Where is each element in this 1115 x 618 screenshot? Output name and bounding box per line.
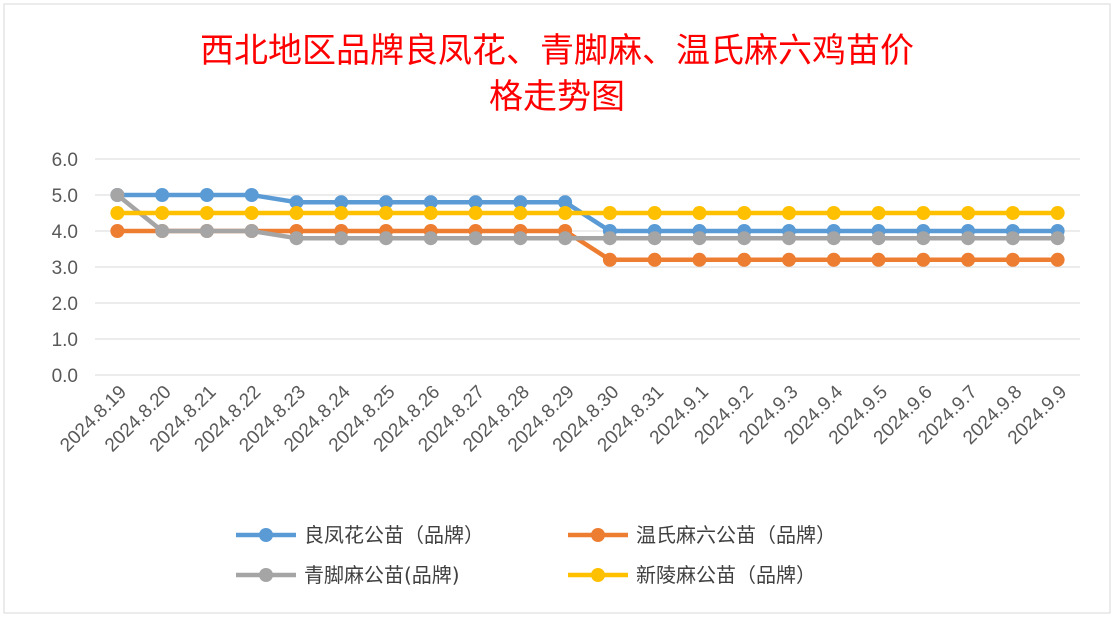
data-point <box>916 231 931 246</box>
legend-label: 新陵麻公苗（品牌） <box>636 563 816 587</box>
legend-item: 良凤花公苗（品牌） <box>236 523 484 547</box>
series-line <box>115 193 1058 241</box>
data-point <box>737 252 752 267</box>
legend-marker <box>591 528 605 542</box>
data-point <box>871 231 886 246</box>
data-point <box>1050 231 1065 246</box>
data-point <box>199 188 214 202</box>
data-point <box>244 206 259 220</box>
legend: 良凤花公苗（品牌） 温氏麻六公苗（品牌） 青脚麻公苗(品牌) 新陵麻公苗（品牌） <box>236 523 836 587</box>
data-point <box>423 231 438 246</box>
data-point <box>558 195 573 210</box>
series-4 <box>110 206 1065 220</box>
data-point <box>199 224 214 238</box>
data-point <box>826 231 841 246</box>
legend-item: 青脚麻公苗(品牌) <box>236 563 460 587</box>
y-axis-ticks: 0.0 1.0 2.0 3.0 4.0 5.0 6.0 <box>52 150 78 387</box>
series-line <box>117 228 1058 263</box>
data-point <box>558 206 573 220</box>
data-point <box>826 252 841 267</box>
legend-item: 新陵麻公苗（品牌） <box>568 563 816 587</box>
data-point <box>826 206 841 220</box>
y-tick-label: 1.0 <box>52 330 78 351</box>
data-point <box>468 206 483 220</box>
chart-title-line2: 格走势图 <box>489 77 625 117</box>
data-point <box>513 231 528 246</box>
data-point <box>110 224 125 238</box>
legend-label: 青脚麻公苗(品牌) <box>304 563 460 587</box>
y-tick-label: 0.0 <box>52 366 78 387</box>
data-point <box>692 252 707 267</box>
data-point <box>155 206 170 220</box>
y-tick-label: 6.0 <box>52 150 78 171</box>
data-point <box>558 231 573 246</box>
data-point <box>334 206 349 220</box>
data-point <box>916 252 931 267</box>
data-point <box>602 231 617 246</box>
y-tick-label: 5.0 <box>52 186 78 207</box>
data-point <box>602 206 617 220</box>
data-point <box>379 231 394 246</box>
data-point <box>647 206 662 220</box>
data-point <box>289 231 304 246</box>
legend-marker <box>259 568 273 582</box>
data-point <box>737 206 752 220</box>
series-group <box>110 188 1065 267</box>
data-point <box>692 231 707 246</box>
data-point <box>961 231 976 246</box>
data-point <box>692 206 707 220</box>
legend-label: 良凤花公苗（品牌） <box>304 523 484 547</box>
data-point <box>961 252 976 267</box>
chart-title-line1: 西北地区品牌良凤花、青脚麻、温氏麻六鸡苗价 <box>200 31 914 71</box>
data-point <box>468 195 483 210</box>
data-point <box>110 188 125 202</box>
y-tick-label: 4.0 <box>52 222 78 243</box>
data-point <box>110 206 125 220</box>
data-point <box>513 195 528 210</box>
data-point <box>647 252 662 267</box>
data-point <box>1050 252 1065 267</box>
legend-marker <box>591 568 605 582</box>
data-point <box>916 206 931 220</box>
data-point <box>871 206 886 220</box>
data-point <box>781 231 796 246</box>
data-point <box>1005 231 1020 246</box>
data-point <box>1005 206 1020 220</box>
data-point <box>199 206 214 220</box>
data-point <box>244 224 259 238</box>
data-point <box>602 252 617 267</box>
legend-marker <box>259 528 273 542</box>
data-point <box>244 188 259 202</box>
data-point <box>379 195 394 210</box>
series-3 <box>110 188 1065 246</box>
data-point <box>647 231 662 246</box>
data-point <box>423 206 438 220</box>
legend-item: 温氏麻六公苗（品牌） <box>568 523 836 547</box>
data-point <box>289 195 304 210</box>
data-point <box>155 224 170 238</box>
data-point <box>468 231 483 246</box>
data-point <box>379 206 394 220</box>
data-point <box>1050 206 1065 220</box>
data-point <box>1005 252 1020 267</box>
data-point <box>871 252 886 267</box>
y-tick-label: 3.0 <box>52 258 78 279</box>
y-tick-label: 2.0 <box>52 294 78 315</box>
data-point <box>334 231 349 246</box>
data-point <box>155 188 170 202</box>
data-point <box>513 206 528 220</box>
data-point <box>781 252 796 267</box>
data-point <box>289 206 304 220</box>
data-point <box>961 206 976 220</box>
data-point <box>737 231 752 246</box>
data-point <box>423 195 438 210</box>
data-point <box>781 206 796 220</box>
data-point <box>334 195 349 210</box>
series-line <box>117 192 1058 234</box>
legend-label: 温氏麻六公苗（品牌） <box>636 523 836 547</box>
